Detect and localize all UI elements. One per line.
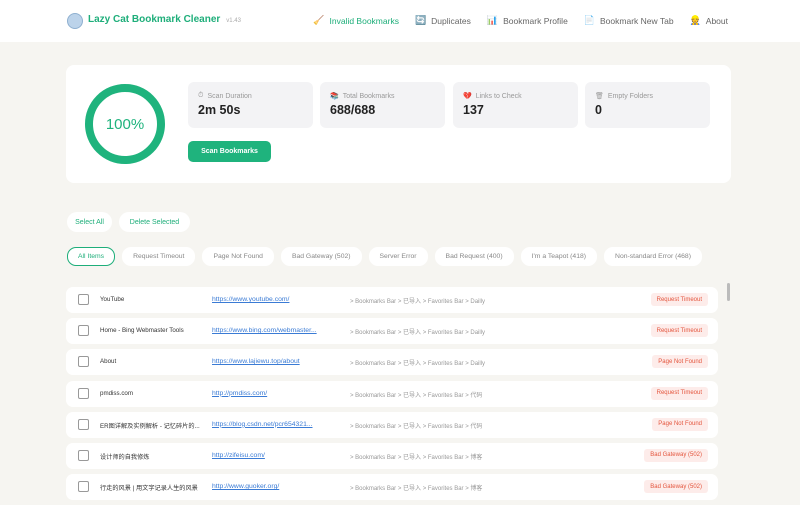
bookmark-url[interactable]: https://www.bing.com/webmaster... <box>212 327 317 335</box>
table-row: 行走的风景 | 用文字记录人生的风景 http://www.guoker.org/… <box>66 474 718 501</box>
bookmark-list: YouTube https://www.youtube.com/ > Bookmar… <box>66 287 718 505</box>
stat-value: 137 <box>463 103 484 117</box>
status-badge: Bad Gateway (502) <box>644 448 708 462</box>
trash-icon: 🗑 <box>595 93 604 100</box>
row-checkbox[interactable] <box>78 449 89 461</box>
bookmark-url[interactable]: http://zifeisu.com/ <box>212 451 265 459</box>
row-checkbox[interactable] <box>78 418 89 430</box>
status-badge: Bad Gateway (502) <box>644 480 708 494</box>
stat-value: 0 <box>595 103 602 117</box>
bookmark-url[interactable]: http://pmdiss.com/ <box>212 389 268 397</box>
bookmark-title: YouTube <box>100 296 125 303</box>
filter-chip[interactable]: All Items <box>67 247 116 266</box>
nav-item-3[interactable]: 📄 Bookmark New Tab <box>584 15 674 26</box>
table-row: Home - Bing Webmaster Tools https://www.b… <box>66 318 718 345</box>
cat-logo-icon <box>67 13 83 29</box>
scan-bookmarks-button[interactable]: Scan Bookmarks <box>188 141 271 162</box>
status-badge: Page Not Found <box>652 417 708 431</box>
filter-chips: All Items Request Timeout Page Not Found Ba… <box>67 247 702 266</box>
filter-chip[interactable]: Server Error <box>368 247 428 266</box>
row-checkbox[interactable] <box>78 325 89 337</box>
row-checkbox[interactable] <box>78 294 89 305</box>
refresh-icon: 🔄 <box>414 15 427 25</box>
row-checkbox[interactable] <box>78 356 89 368</box>
stat-label: Empty Folders <box>607 92 654 100</box>
bookmark-title: ER图详解及实例解析 - 记忆碎片的... <box>100 422 200 430</box>
person-icon: 👷 <box>689 15 701 25</box>
bookmark-path: > Bookmarks Bar > 已导入 > Favorites Bar > … <box>350 486 483 493</box>
bookmark-title: Home - Bing Webmaster Tools <box>100 327 184 335</box>
stat-value: 2m 50s <box>198 103 241 117</box>
table-row: pmdiss.com http://pmdiss.com/ > Bookmarks … <box>66 380 718 407</box>
select-all-button[interactable]: Select All <box>67 212 112 232</box>
books-icon: 📚 <box>330 93 339 100</box>
heart-icon: 💔 <box>463 93 472 100</box>
nav-item-1[interactable]: 🔄 Duplicates <box>415 15 471 26</box>
progress-ring: 100% <box>85 84 165 164</box>
table-row: ER图详解及实例解析 - 记忆碎片的... https://blog.csdn.n… <box>66 411 718 438</box>
app-title: Lazy Cat Bookmark Cleaner <box>88 14 221 25</box>
header: Lazy Cat Bookmark Cleaner v1.43 🧹 Invalid… <box>0 0 800 42</box>
filter-chip[interactable]: Page Not Found <box>202 247 274 266</box>
nav-label: Bookmark New Tab <box>600 15 674 26</box>
stat-card: 📚 Total Bookmarks 688/688 <box>320 82 445 128</box>
stat-card: 🗑 Empty Folders 0 <box>585 82 710 128</box>
row-checkbox[interactable] <box>78 387 89 399</box>
bookmark-path: > Bookmarks Bar > 已导入 > Favorites Bar > … <box>350 361 486 368</box>
status-badge: Request Timeout <box>650 386 708 400</box>
bookmark-title: pmdiss.com <box>100 389 134 397</box>
stat-label: Links to Check <box>475 92 522 100</box>
filter-chip[interactable]: I'm a Teapot (418) <box>520 247 598 266</box>
nav-label: About <box>705 15 728 26</box>
bookmark-url[interactable]: https://www.youtube.com/ <box>212 296 290 303</box>
status-badge: Request Timeout <box>650 324 708 338</box>
filter-chip[interactable]: Request Timeout <box>122 247 196 266</box>
filter-chip[interactable]: Non-standard Error (468) <box>604 247 702 266</box>
nav-item-0[interactable]: 🧹 Invalid Bookmarks <box>313 15 399 26</box>
status-badge: Page Not Found <box>652 355 708 369</box>
bookmark-path: > Bookmarks Bar > 已导入 > Favorites Bar > … <box>350 423 483 430</box>
bookmark-path: > Bookmarks Bar > 已导入 > Favorites Bar > … <box>350 330 486 337</box>
stat-card: ⏱ Scan Duration 2m 50s <box>188 82 313 128</box>
nav-item-4[interactable]: 👷 About <box>690 15 728 26</box>
delete-selected-button[interactable]: Delete Selected <box>119 212 190 232</box>
stat-label: Total Bookmarks <box>342 92 395 100</box>
main-nav: 🧹 Invalid Bookmarks 🔄 Duplicates 📊 Bookmark P… <box>313 15 728 26</box>
nav-item-2[interactable]: 📊 Bookmark Profile <box>487 15 568 26</box>
scrollbar[interactable] <box>727 283 730 301</box>
app-version: v1.43 <box>226 18 241 24</box>
bookmark-title: About <box>100 358 117 366</box>
bookmark-title: 行走的风景 | 用文字记录人生的风景 <box>100 485 198 493</box>
nav-label: Bookmark Profile <box>503 15 568 26</box>
bookmark-url[interactable]: https://www.lajiewu.top/about <box>212 358 300 366</box>
progress-label: 100% <box>106 116 144 133</box>
status-badge: Request Timeout <box>650 293 708 306</box>
filter-chip[interactable]: Bad Gateway (502) <box>280 247 362 266</box>
bookmark-path: > Bookmarks Bar > 已导入 > Favorites Bar > … <box>350 299 486 305</box>
bookmark-url[interactable]: http://www.guoker.org/ <box>212 483 280 491</box>
table-row: 设计师的自我修炼 http://zifeisu.com/ > Bookmarks B… <box>66 442 718 469</box>
bookmark-title: 设计师的自我修炼 <box>100 453 150 461</box>
stat-label: Scan Duration <box>207 92 252 100</box>
brand: Lazy Cat Bookmark Cleaner v1.43 <box>88 14 241 25</box>
document-icon: 📄 <box>583 15 596 25</box>
bar-chart-icon: 📊 <box>486 15 499 25</box>
nav-label: Invalid Bookmarks <box>329 15 399 26</box>
bookmark-url[interactable]: https://blog.csdn.net/pcr654321... <box>212 420 313 428</box>
stat-card: 💔 Links to Check 137 <box>453 82 578 128</box>
table-row: YouTube https://www.youtube.com/ > Bookmar… <box>66 287 718 313</box>
filter-chip[interactable]: Bad Request (400) <box>434 247 514 266</box>
row-checkbox[interactable] <box>78 481 89 493</box>
stat-value: 688/688 <box>330 103 376 117</box>
bookmark-path: > Bookmarks Bar > 已导入 > Favorites Bar > … <box>350 392 483 399</box>
table-row: About https://www.lajiewu.top/about > Book… <box>66 349 718 376</box>
bookmark-path: > Bookmarks Bar > 已导入 > Favorites Bar > … <box>350 454 483 461</box>
timer-icon: ⏱ <box>198 92 204 99</box>
broom-icon: 🧹 <box>313 15 325 25</box>
nav-label: Duplicates <box>431 15 471 26</box>
